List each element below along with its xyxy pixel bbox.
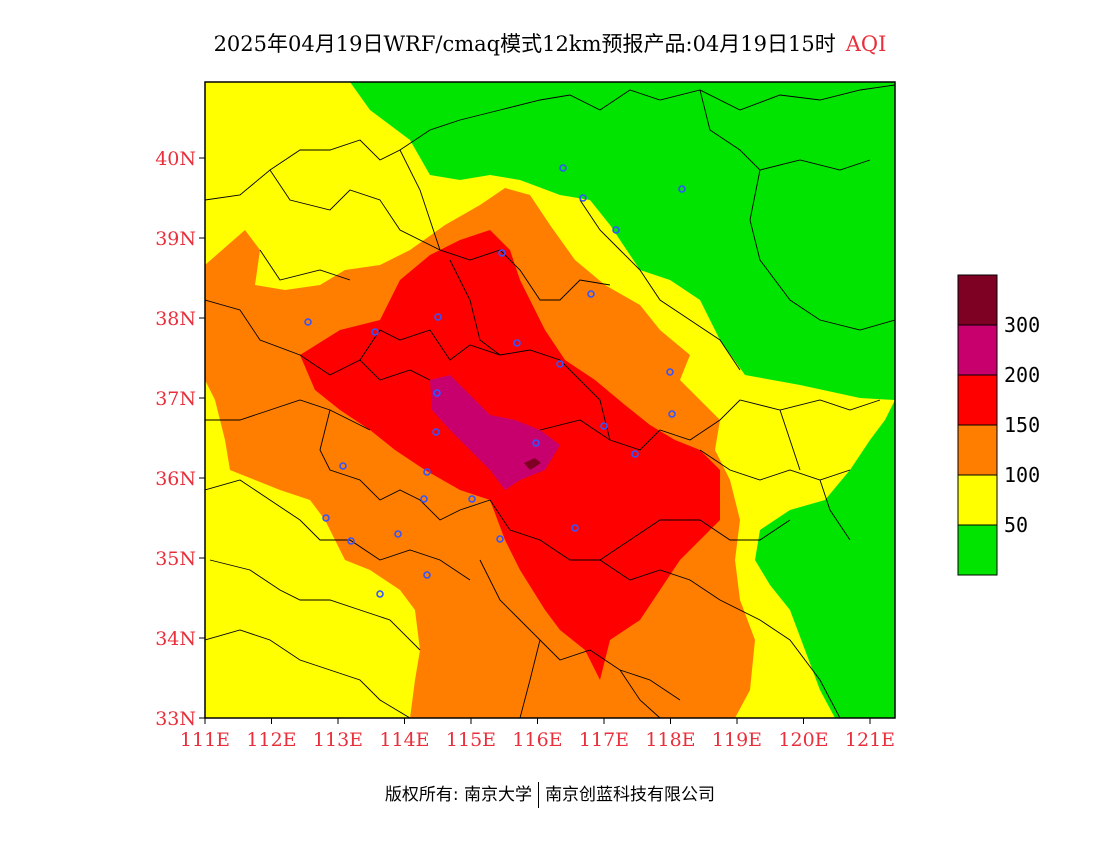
city-marker	[496, 535, 504, 543]
city-marker	[666, 368, 674, 376]
aqi-legend: 50 100 150 200 300	[957, 274, 1040, 576]
city-marker	[631, 450, 639, 458]
region-aqi-0-50-sea	[755, 400, 895, 718]
city-marker	[468, 495, 476, 503]
city-marker	[339, 462, 347, 470]
map-title: 2025年04月19日WRF/cmaq模式12km预报产品:04月19日15时 A…	[0, 28, 1100, 58]
city-marker	[587, 290, 595, 298]
lat-tick-label: 34N	[155, 628, 196, 650]
legend-label: 100	[1004, 463, 1040, 487]
city-marker	[347, 537, 355, 545]
city-marker	[556, 360, 564, 368]
lon-tick-label: 112E	[246, 729, 296, 751]
city-marker	[394, 530, 402, 538]
legend-label: 200	[1004, 363, 1040, 387]
city-marker	[532, 439, 540, 447]
city-marker	[423, 468, 431, 476]
city-marker	[513, 339, 521, 347]
city-marker	[433, 389, 441, 397]
lon-tick-label: 121E	[845, 729, 895, 751]
lat-tick-label: 36N	[155, 468, 196, 490]
longitude-axis: 111E 112E 113E 114E 115E 116E 117E 118E 119E 120E…	[180, 718, 895, 751]
copyright-separator	[538, 782, 540, 808]
city-marker	[571, 524, 579, 532]
boundary-lines	[205, 84, 895, 718]
legend-label: 50	[1004, 513, 1028, 537]
region-aqi-200-300	[430, 375, 560, 490]
map-frame	[204, 81, 896, 719]
legend-label: 150	[1004, 413, 1040, 437]
legend-swatch	[957, 424, 998, 476]
lon-tick-label: 113E	[313, 729, 363, 751]
city-marker	[678, 185, 686, 193]
legend-swatch	[957, 324, 998, 376]
city-marker	[434, 313, 442, 321]
city-marker	[559, 164, 567, 172]
legend-swatch	[957, 474, 998, 526]
city-marker	[668, 410, 676, 418]
copyright-company: 南京创蓝科技有限公司	[545, 785, 716, 805]
lon-tick-label: 114E	[379, 729, 429, 751]
latitude-axis: 33N 34N 35N 36N 37N 38N 39N 40N	[155, 148, 205, 730]
title-main: 2025年04月19日WRF/cmaq模式12km预报产品:04月19日15时	[213, 32, 836, 56]
title-variable: AQI	[845, 32, 887, 56]
lon-tick-label: 116E	[512, 729, 562, 751]
lon-tick-label: 118E	[645, 729, 695, 751]
lat-tick-label: 39N	[155, 228, 196, 250]
legend-swatch	[957, 524, 998, 576]
lon-tick-label: 117E	[579, 729, 629, 751]
city-marker	[304, 318, 312, 326]
legend-label: 300	[1004, 313, 1040, 337]
lat-tick-label: 33N	[155, 708, 196, 730]
city-marker	[371, 328, 379, 336]
lon-tick-label: 115E	[446, 729, 496, 751]
copyright-prefix: 版权所有: 南京大学	[384, 785, 533, 805]
city-marker	[579, 194, 587, 202]
city-marker	[322, 514, 330, 522]
city-marker	[376, 590, 384, 598]
legend-swatch	[957, 274, 998, 326]
city-marker	[420, 495, 428, 503]
region-aqi-0-50-north	[350, 82, 895, 400]
map-area	[205, 82, 895, 718]
city-marker	[600, 422, 608, 430]
lon-tick-label: 111E	[180, 729, 230, 751]
city-marker	[432, 428, 440, 436]
city-markers	[304, 164, 686, 598]
legend-swatch	[957, 374, 998, 426]
lon-tick-label: 119E	[712, 729, 762, 751]
lat-tick-label: 37N	[155, 388, 196, 410]
lat-tick-label: 35N	[155, 548, 196, 570]
lat-tick-label: 38N	[155, 308, 196, 330]
copyright-footer: 版权所有: 南京大学 南京创蓝科技有限公司	[0, 780, 1100, 808]
city-marker	[423, 571, 431, 579]
lat-tick-label: 40N	[155, 148, 196, 170]
city-marker	[498, 249, 506, 257]
region-aqi-300-plus	[524, 458, 541, 470]
city-marker	[612, 226, 620, 234]
lon-tick-label: 120E	[778, 729, 828, 751]
